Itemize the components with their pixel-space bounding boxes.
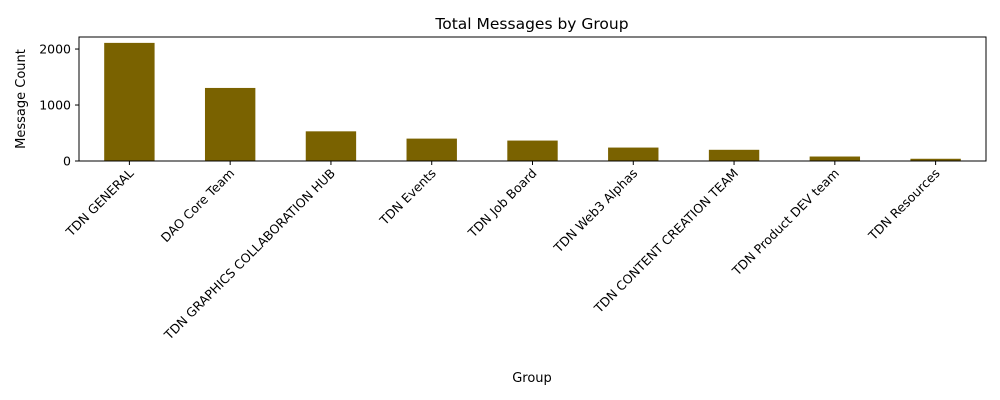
y-tick-label: 2000: [39, 42, 71, 57]
bars: [104, 42, 961, 161]
y-tick-label: 0: [63, 154, 71, 169]
y-tick-label: 1000: [39, 98, 71, 113]
chart-title: Total Messages by Group: [434, 15, 628, 33]
y-axis: 0 1000 2000: [39, 42, 79, 169]
x-tick-label: TDN Events: [376, 166, 439, 229]
y-axis-label: Message Count: [14, 49, 29, 149]
bar: [104, 42, 155, 161]
x-tick-label: TDN Job Board: [464, 166, 539, 241]
x-tick-label: TDN Web3 Alphas: [550, 166, 640, 256]
bar: [406, 138, 457, 161]
x-tick-label: TDN Product DEV team: [728, 166, 841, 279]
x-axis-label: Group: [512, 371, 552, 386]
x-tick-label: DAO Core Team: [158, 166, 238, 246]
bar: [608, 147, 659, 161]
bar: [305, 131, 357, 161]
x-tick-label: TDN Resources: [865, 166, 943, 244]
x-tick-label: TDN GRAPHICS COLLABORATION HUB: [160, 166, 338, 344]
bar: [708, 149, 760, 161]
x-tick-label: TDN GENERAL: [62, 165, 136, 239]
bar: [809, 156, 861, 161]
bar: [204, 87, 256, 161]
bar: [507, 140, 558, 161]
bar: [910, 158, 961, 161]
plot-frame: [78, 36, 987, 162]
